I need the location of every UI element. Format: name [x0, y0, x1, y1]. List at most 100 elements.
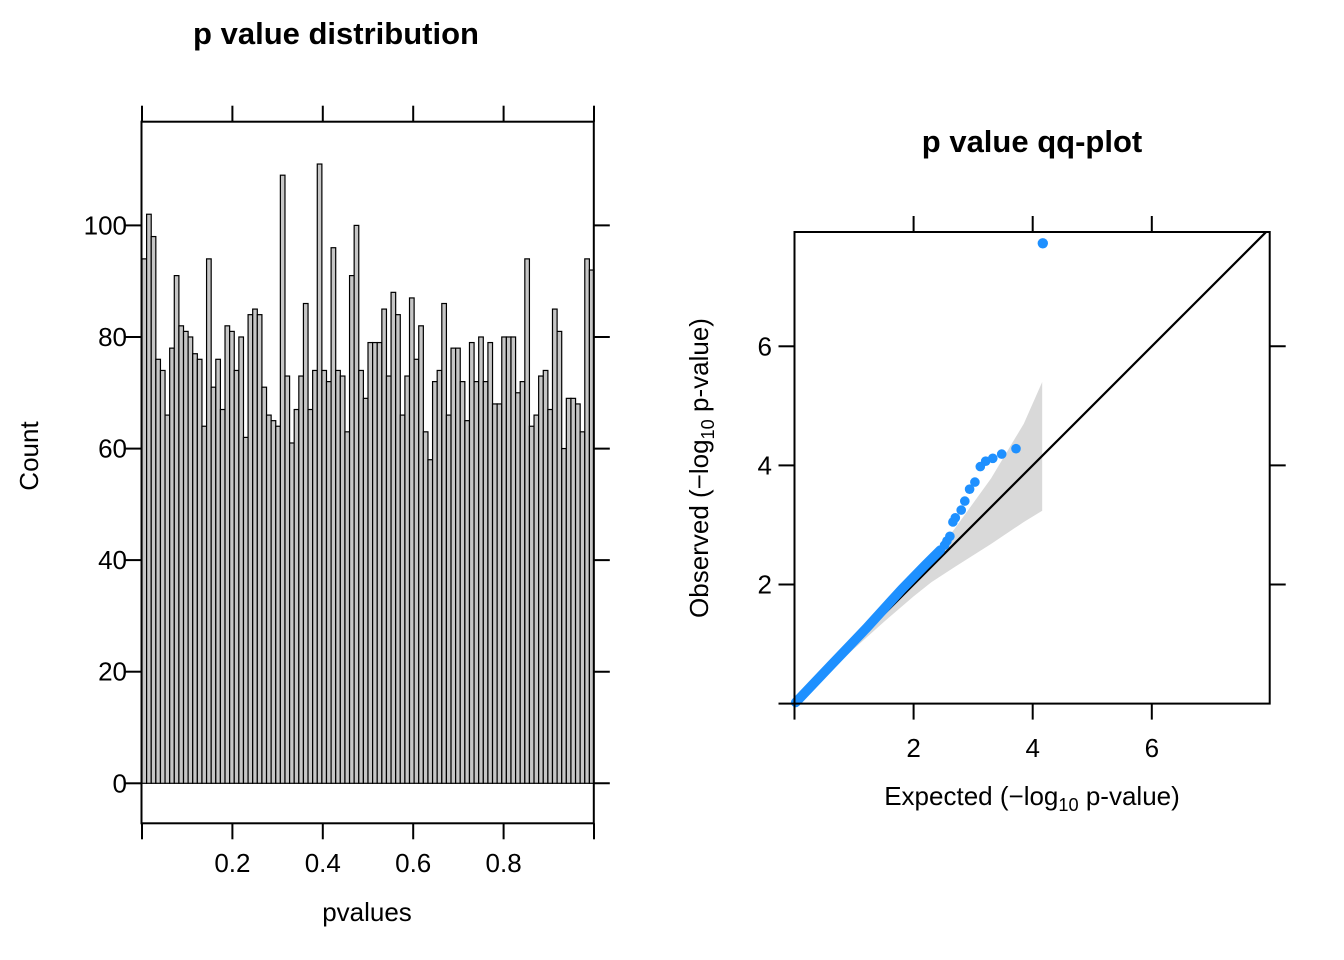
histogram-bar — [473, 381, 480, 784]
histogram-bar — [279, 174, 286, 784]
histogram-bar — [464, 420, 471, 784]
qq-outlier-point — [1037, 238, 1049, 249]
histogram-bar — [270, 420, 277, 784]
qq-point — [945, 531, 955, 542]
histogram-bar — [496, 403, 503, 784]
histogram-bar — [514, 392, 521, 784]
histogram-bar — [205, 258, 212, 784]
x-axis-tick-label: 0.8 — [486, 848, 522, 878]
histogram-bar — [399, 414, 406, 784]
histogram-bar — [312, 369, 318, 784]
qq-point — [1011, 443, 1021, 454]
histogram-bar — [459, 381, 466, 784]
histogram-bar — [187, 336, 194, 784]
histogram-bar — [192, 353, 198, 784]
histogram-bar — [344, 431, 351, 784]
histogram-bar — [261, 386, 268, 784]
histogram-bar — [584, 258, 590, 784]
x-axis-tick-label: 0.4 — [305, 848, 341, 878]
histogram-bar — [141, 258, 148, 784]
histogram-bar — [330, 247, 337, 784]
histogram-bar — [478, 336, 484, 784]
histogram-bar — [519, 381, 526, 784]
y-axis-tick-label: 20 — [98, 657, 127, 687]
histogram-bar — [413, 358, 420, 784]
histogram-bar — [256, 314, 263, 784]
histogram-bar — [298, 375, 305, 784]
log-subscript: 10 — [698, 419, 719, 440]
histogram-plot: 0.2 0.4 0.6 0.8 0 20 40 60 80 100 — [84, 105, 610, 878]
histogram-bar — [196, 358, 203, 784]
histogram-title: p value distribution — [193, 16, 479, 51]
histogram-bar — [431, 381, 438, 784]
x-axis-tick-label: 4 — [1025, 733, 1039, 763]
qq-point — [960, 496, 970, 506]
histogram-bar — [427, 459, 434, 784]
histogram-bar — [182, 330, 189, 784]
histogram-bar — [436, 369, 443, 784]
histogram-bar — [265, 414, 272, 784]
histogram-bar — [348, 275, 355, 784]
histogram-bar — [288, 442, 295, 784]
qq-point — [970, 477, 980, 487]
histogram-bar — [487, 341, 494, 784]
histogram-bar — [395, 314, 401, 784]
histogram-bar — [455, 347, 461, 784]
histogram-bar — [252, 308, 258, 784]
histogram-bar — [404, 375, 411, 784]
histogram-bar — [169, 347, 175, 784]
y-axis-tick-label: 100 — [84, 210, 127, 240]
histogram-bar — [367, 341, 374, 784]
histogram-bar — [422, 431, 429, 784]
histogram-bar — [538, 375, 544, 784]
histogram-bar — [445, 414, 452, 784]
histogram-bar — [224, 325, 231, 784]
qqplot-title: p value qq-plot — [921, 124, 1143, 159]
histogram-bar — [570, 397, 577, 784]
histogram-ticks — [125, 105, 610, 840]
histogram-bar — [335, 369, 341, 784]
histogram-bar — [284, 375, 291, 784]
y-axis-tick-label: 40 — [98, 545, 127, 575]
qqplot-ticks — [778, 216, 1286, 720]
histogram-bar — [574, 403, 581, 784]
histogram-bar — [510, 336, 517, 784]
histogram-bar — [215, 358, 222, 784]
qq-point — [988, 453, 998, 464]
histogram-bar — [353, 224, 360, 784]
qq-points — [939, 238, 1049, 550]
histogram-bar — [533, 414, 540, 784]
histogram-bar — [390, 291, 397, 784]
histogram-bar — [556, 330, 563, 784]
qqplot-xlabel: Expected (−log10 p-value) — [884, 781, 1180, 816]
histogram-bar — [372, 341, 378, 784]
y-axis-tick-label: 6 — [758, 331, 772, 361]
histogram-bar — [385, 375, 392, 784]
histogram-bar — [229, 330, 235, 784]
histogram-bar — [482, 381, 489, 784]
qq-point — [950, 513, 961, 523]
histogram-bar — [501, 336, 507, 784]
qqplot-plot: 2 4 6 2 4 6 — [758, 216, 1286, 763]
histogram-ylabel: Count — [14, 421, 44, 491]
histogram-bar — [178, 325, 185, 784]
histogram-bar — [275, 425, 281, 784]
y-axis-tick-label: 0 — [113, 768, 127, 798]
qq-point — [956, 505, 966, 515]
histogram-bar — [247, 314, 254, 784]
qq-point — [996, 449, 1007, 459]
histogram-bars — [141, 163, 595, 784]
histogram-bar — [302, 302, 309, 784]
histogram-bar — [307, 408, 314, 784]
x-axis-tick-label: 0.2 — [214, 848, 250, 878]
histogram-bar — [325, 381, 332, 784]
histogram-bar — [418, 325, 424, 784]
qqplot-tick-labels: 2 4 6 2 4 6 — [758, 331, 1160, 763]
histogram-bar — [159, 369, 166, 784]
y-axis-tick-label: 80 — [98, 322, 127, 352]
histogram-bar — [362, 397, 369, 784]
histogram-tick-labels: 0.2 0.4 0.6 0.8 0 20 40 60 80 100 — [84, 210, 522, 878]
y-axis-tick-label: 4 — [758, 450, 772, 480]
histogram-bar — [491, 403, 498, 784]
